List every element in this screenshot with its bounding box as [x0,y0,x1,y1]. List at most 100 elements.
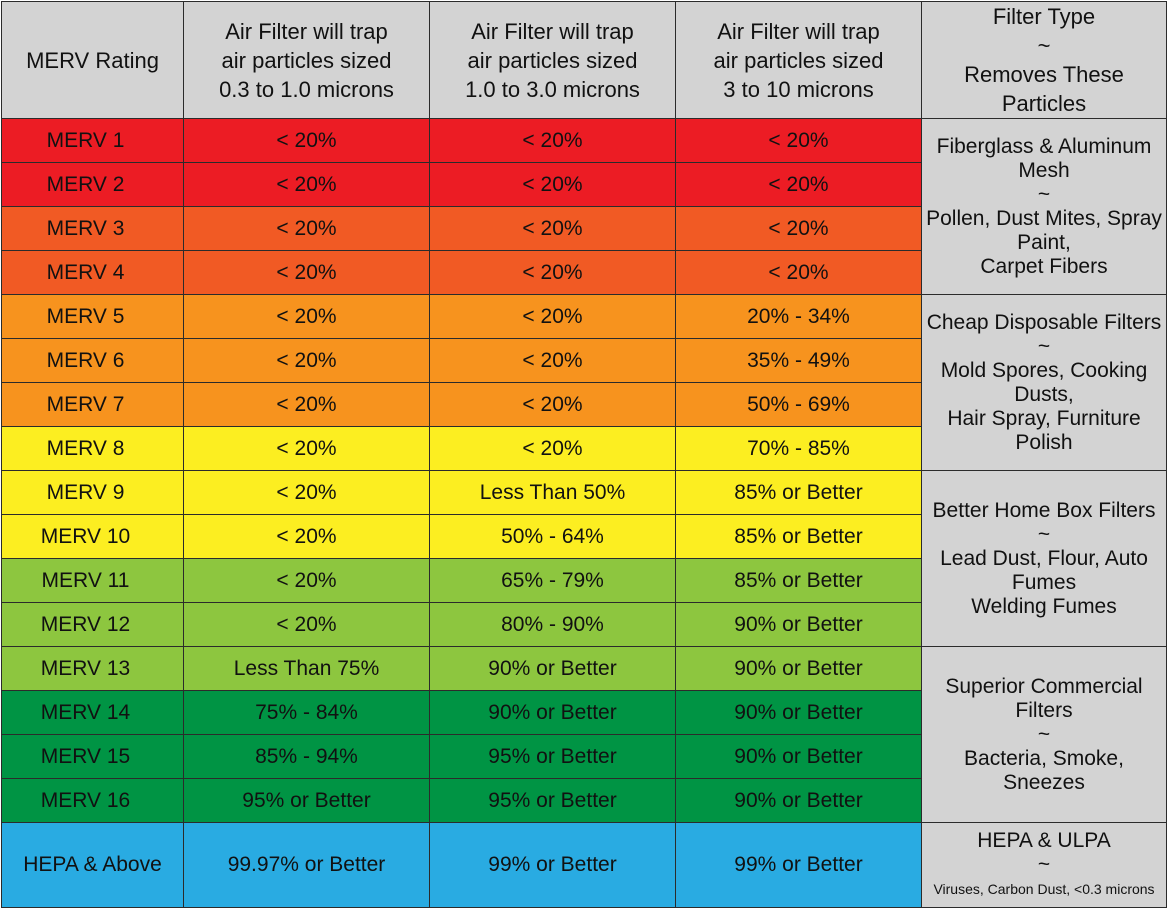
filter-type-name: Better Home Box Filters [932,498,1156,522]
efficiency-3-10-cell: 35% - 49% [675,338,922,383]
efficiency-0-3-1-0-cell: 85% - 94% [183,734,430,779]
filter-type-particles: Pollen, Dust Mites, Spray Paint, [926,206,1162,254]
efficiency-3-10-cell: 90% or Better [675,602,922,647]
efficiency-1-0-3-0-cell: < 20% [429,294,676,339]
table-row: MERV 2 < 20% < 20% < 20% [1,162,1167,207]
table-row: MERV 6 < 20% < 20% 35% - 49% [1,338,1167,383]
header-line: Air Filter will trap [717,18,880,44]
efficiency-0-3-1-0-cell: < 20% [183,602,430,647]
table-row: MERV 9 < 20% Less Than 50% 85% or Better… [1,470,1167,647]
merv-rating-cell: MERV 14 [1,690,184,735]
filter-type-particles: Viruses, Carbon Dust, <0.3 microns [933,881,1155,897]
filter-type-name: Fiberglass & Aluminum Mesh [936,134,1152,182]
header-line: Air Filter will trap [225,18,388,44]
efficiency-3-10-cell: < 20% [675,206,922,251]
merv-rating-cell: MERV 8 [1,426,184,471]
merv-rating-cell: MERV 4 [1,250,184,295]
filter-type-cell: Superior Commercial Filters ~ Bacteria, … [921,646,1167,823]
filter-type-cell: Cheap Disposable Filters ~ Mold Spores, … [921,294,1167,471]
table-row: MERV 16 95% or Better 95% or Better 90% … [1,778,1167,823]
table-row: MERV 5 < 20% < 20% 20% - 34% Cheap Dispo… [1,294,1167,471]
merv-rating-cell: MERV 15 [1,734,184,779]
table-row: MERV 12 < 20% 80% - 90% 90% or Better [1,602,1167,647]
efficiency-0-3-1-0-cell: < 20% [183,162,430,207]
efficiency-1-0-3-0-cell: < 20% [429,382,676,427]
efficiency-1-0-3-0-cell: 50% - 64% [429,514,676,559]
efficiency-3-10-cell: 90% or Better [675,646,922,691]
merv-rating-cell: MERV 6 [1,338,184,383]
header-line: 3 to 10 microns [723,76,874,102]
merv-rating-cell: MERV 1 [1,118,184,163]
filter-type-cell: Fiberglass & Aluminum Mesh ~ Pollen, Dus… [921,118,1167,295]
efficiency-3-10-cell: < 20% [675,250,922,295]
efficiency-0-3-1-0-cell: 75% - 84% [183,690,430,735]
efficiency-3-10-cell: < 20% [675,162,922,207]
header-line: air particles sized [713,47,884,73]
efficiency-0-3-1-0-cell: < 20% [183,426,430,471]
filter-type-particles: Mold Spores, Cooking Dusts, [940,358,1148,406]
table-row-hepa: HEPA & Above 99.97% or Better 99% or Bet… [1,822,1167,908]
header-line: air particles sized [467,47,638,73]
efficiency-1-0-3-0-cell: Less Than 50% [429,470,676,515]
efficiency-3-10-cell: < 20% [675,118,922,163]
efficiency-0-3-1-0-cell: < 20% [183,338,430,383]
efficiency-1-0-3-0-cell: < 20% [429,162,676,207]
table-row: MERV 13 Less Than 75% 90% or Better 90% … [1,646,1167,823]
filter-type-separator: ~ [1037,853,1051,876]
efficiency-3-10-cell: 90% or Better [675,690,922,735]
efficiency-1-0-3-0-cell: < 20% [429,118,676,163]
filter-type-name: Cheap Disposable Filters [926,310,1162,334]
efficiency-3-10-cell: 85% or Better [675,558,922,603]
efficiency-1-0-3-0-cell: < 20% [429,250,676,295]
efficiency-3-10-cell: 85% or Better [675,470,922,515]
filter-type-separator: ~ [1037,182,1051,206]
efficiency-3-10-cell: 50% - 69% [675,382,922,427]
header-merv-rating-label: MERV Rating [26,47,159,73]
filter-type-particles: Bacteria, Smoke, Sneezes [964,746,1124,794]
header-line: Filter Type [992,4,1096,29]
merv-rating-cell: MERV 9 [1,470,184,515]
efficiency-1-0-3-0-cell: 65% - 79% [429,558,676,603]
table-row: MERV 1 < 20% < 20% < 20% Fiberglass & Al… [1,118,1167,295]
efficiency-0-3-1-0-cell: < 20% [183,382,430,427]
efficiency-0-3-1-0-cell: < 20% [183,118,430,163]
table-row: MERV 3 < 20% < 20% < 20% [1,206,1167,251]
filter-type-name: Superior Commercial Filters [945,674,1143,722]
merv-rating-cell: MERV 3 [1,206,184,251]
efficiency-1-0-3-0-cell: 90% or Better [429,646,676,691]
filter-type-particles: Welding Fumes [971,594,1117,618]
header-0-3-to-1-0-microns: Air Filter will trap air particles sized… [183,1,430,119]
efficiency-1-0-3-0-cell: < 20% [429,426,676,471]
merv-rating-cell: MERV 2 [1,162,184,207]
efficiency-1-0-3-0-cell: < 20% [429,338,676,383]
table-row: MERV 11 < 20% 65% - 79% 85% or Better [1,558,1167,603]
efficiency-0-3-1-0-cell: < 20% [183,206,430,251]
merv-rating-cell: MERV 11 [1,558,184,603]
header-line: Removes These Particles [964,62,1124,116]
efficiency-1-0-3-0-cell: 95% or Better [429,778,676,823]
efficiency-3-10-cell: 99% or Better [675,822,922,908]
efficiency-1-0-3-0-cell: 95% or Better [429,734,676,779]
table-row: MERV 8 < 20% < 20% 70% - 85% [1,426,1167,471]
filter-type-particles: Lead Dust, Flour, Auto Fumes [940,546,1148,594]
efficiency-0-3-1-0-cell: < 20% [183,250,430,295]
header-line: 1.0 to 3.0 microns [465,76,640,102]
header-line: 0.3 to 1.0 microns [219,76,394,102]
table-row: MERV 7 < 20% < 20% 50% - 69% [1,382,1167,427]
table-row: MERV 14 75% - 84% 90% or Better 90% or B… [1,690,1167,735]
header-line: air particles sized [221,47,392,73]
merv-rating-cell: MERV 12 [1,602,184,647]
efficiency-3-10-cell: 20% - 34% [675,294,922,339]
header-row: MERV Rating Air Filter will trap air par… [1,1,1167,119]
filter-type-cell: Better Home Box Filters ~ Lead Dust, Flo… [921,470,1167,647]
filter-type-separator: ~ [1037,722,1051,746]
efficiency-1-0-3-0-cell: 90% or Better [429,690,676,735]
header-merv-rating: MERV Rating [1,1,184,119]
efficiency-1-0-3-0-cell: < 20% [429,206,676,251]
table-row: MERV 10 < 20% 50% - 64% 85% or Better [1,514,1167,559]
efficiency-1-0-3-0-cell: 99% or Better [429,822,676,908]
efficiency-0-3-1-0-cell: < 20% [183,558,430,603]
efficiency-0-3-1-0-cell: Less Than 75% [183,646,430,691]
merv-rating-cell: MERV 10 [1,514,184,559]
